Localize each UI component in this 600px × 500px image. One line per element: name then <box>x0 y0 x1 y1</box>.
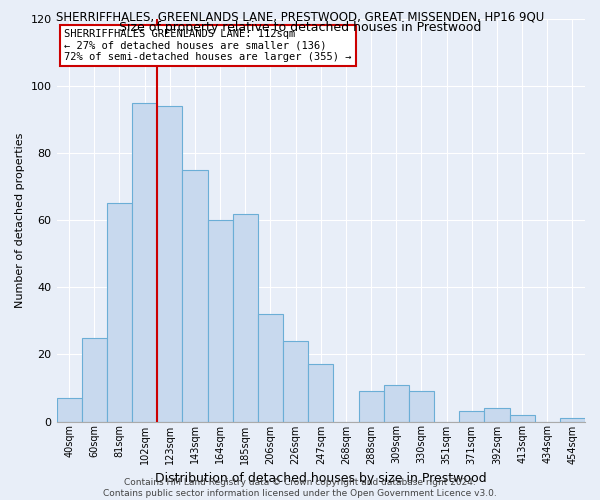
Text: Contains HM Land Registry data © Crown copyright and database right 2024.
Contai: Contains HM Land Registry data © Crown c… <box>103 478 497 498</box>
Bar <box>283 341 308 421</box>
Bar <box>383 384 409 422</box>
Bar <box>182 170 208 421</box>
Bar <box>82 338 107 421</box>
X-axis label: Distribution of detached houses by size in Prestwood: Distribution of detached houses by size … <box>155 472 487 485</box>
Text: Size of property relative to detached houses in Prestwood: Size of property relative to detached ho… <box>119 21 481 34</box>
Bar <box>258 314 283 422</box>
Text: SHERRIFFHALES, GREENLANDS LANE, PRESTWOOD, GREAT MISSENDEN, HP16 9QU: SHERRIFFHALES, GREENLANDS LANE, PRESTWOO… <box>56 11 544 24</box>
Text: SHERRIFFHALES GREENLANDS LANE: 112sqm
← 27% of detached houses are smaller (136): SHERRIFFHALES GREENLANDS LANE: 112sqm ← … <box>64 29 352 62</box>
Bar <box>509 415 535 422</box>
Bar <box>484 408 509 422</box>
Bar <box>107 204 132 422</box>
Bar <box>208 220 233 422</box>
Bar <box>560 418 585 422</box>
Bar <box>359 392 383 422</box>
Y-axis label: Number of detached properties: Number of detached properties <box>15 132 25 308</box>
Bar <box>409 392 434 422</box>
Bar <box>459 412 484 422</box>
Bar <box>233 214 258 422</box>
Bar <box>308 364 334 422</box>
Bar <box>56 398 82 421</box>
Bar <box>132 103 157 422</box>
Bar <box>157 106 182 422</box>
